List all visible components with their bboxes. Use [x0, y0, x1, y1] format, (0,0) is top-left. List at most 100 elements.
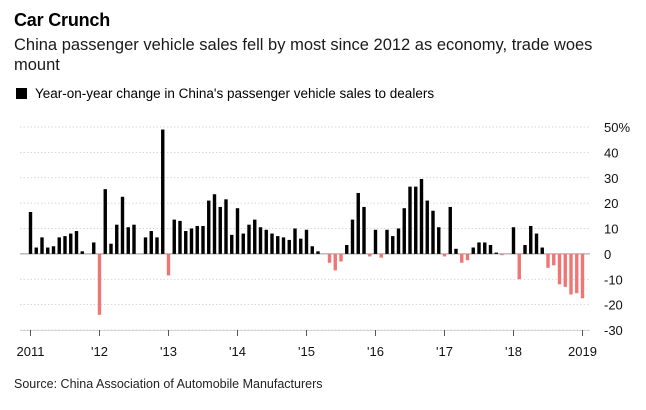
bar: [546, 253, 550, 268]
bar: [500, 253, 504, 256]
bar: [97, 253, 102, 315]
bar: [293, 228, 297, 254]
bar: [235, 208, 240, 254]
bar: [391, 236, 395, 254]
y-tick-label: 50%: [604, 120, 630, 135]
bar: [517, 253, 521, 280]
bar: [460, 253, 464, 263]
bar: [437, 227, 441, 254]
y-tick-label: 40: [604, 145, 618, 160]
bar: [92, 242, 96, 254]
bar: [143, 237, 148, 254]
x-tick-label: '18: [505, 344, 522, 359]
bar: [477, 242, 481, 254]
bar: [34, 247, 38, 254]
bars: [28, 129, 585, 315]
chart-subtitle: China passenger vehicle sales fell by mo…: [14, 36, 593, 74]
bar: [419, 179, 424, 254]
bar: [488, 244, 493, 254]
bar: [172, 219, 176, 254]
bar: [126, 227, 130, 254]
x-axis: 2011 '12 '13 '14 '15 '16 '17 '18 2019: [17, 330, 597, 359]
bar: [178, 220, 182, 254]
bar: [281, 237, 286, 254]
bar: [368, 253, 372, 257]
bar: [316, 251, 320, 254]
bar: [230, 234, 234, 254]
bar: [304, 229, 309, 254]
bar: [276, 236, 280, 254]
x-tick-label: '13: [160, 344, 177, 359]
bar: [69, 233, 73, 254]
bar: [379, 253, 383, 258]
bar: [195, 225, 199, 254]
bar: [149, 231, 153, 254]
bar: [264, 229, 268, 254]
bar: [201, 225, 205, 254]
bar: [224, 199, 228, 254]
bar: [184, 231, 188, 254]
bar: [425, 200, 429, 254]
bar: [103, 189, 107, 254]
bar: [402, 208, 406, 254]
x-tick-label: 2011: [17, 344, 45, 359]
x-tick-label: '15: [298, 344, 315, 359]
bar: [339, 253, 343, 262]
bar: [442, 253, 447, 257]
bar: [28, 212, 33, 254]
bar: [80, 251, 84, 254]
bar: [57, 237, 61, 254]
bar: [575, 253, 579, 294]
bar: [471, 247, 475, 254]
bar: [373, 229, 378, 254]
bar: [356, 192, 360, 254]
bar: [241, 233, 245, 254]
legend-label: Year-on-year change in China's passenger…: [35, 86, 435, 101]
bar: [408, 186, 412, 254]
chart-title: Car Crunch: [14, 10, 111, 30]
bar: [109, 243, 113, 254]
x-tick-label: '12: [91, 344, 108, 359]
bar: [270, 233, 274, 254]
bar: [166, 253, 171, 276]
bar: [523, 244, 527, 254]
bar: [529, 225, 533, 254]
y-tick-label: 0: [604, 247, 611, 262]
bar: [569, 253, 573, 295]
bar: [483, 242, 487, 254]
bar: [212, 194, 217, 254]
x-tick-label: '14: [229, 344, 246, 359]
bar: [534, 233, 539, 254]
bar: [189, 228, 194, 254]
bar: [247, 224, 251, 254]
bar: [454, 248, 458, 254]
source-note: Source: China Association of Automobile …: [14, 377, 323, 391]
bar: [552, 253, 556, 266]
bar: [350, 219, 355, 254]
y-tick-label: 20: [604, 196, 618, 211]
bar: [540, 247, 544, 254]
bar: [63, 236, 67, 254]
bar: [46, 247, 50, 254]
bar: [74, 231, 79, 254]
x-tick-label: '16: [367, 344, 384, 359]
y-axis: -30 -20 -10 0 10 20 30 40 50%: [604, 120, 630, 338]
bar: [155, 237, 159, 254]
bar: [465, 253, 470, 261]
legend-swatch: [16, 88, 27, 99]
x-tick-label: 2019: [568, 344, 597, 359]
bar: [161, 129, 165, 254]
bar: [345, 244, 349, 254]
bar: [396, 228, 401, 254]
bar: [51, 246, 56, 254]
y-tick-label: -30: [604, 323, 623, 338]
bar: [218, 206, 222, 254]
legend: Year-on-year change in China's passenger…: [16, 86, 434, 101]
bar: [132, 224, 136, 254]
y-tick-label: -20: [604, 298, 623, 313]
bar: [207, 200, 211, 254]
y-tick-label: -10: [604, 272, 623, 287]
bar: [385, 229, 389, 254]
bar: [333, 253, 337, 271]
bar: [362, 206, 366, 254]
